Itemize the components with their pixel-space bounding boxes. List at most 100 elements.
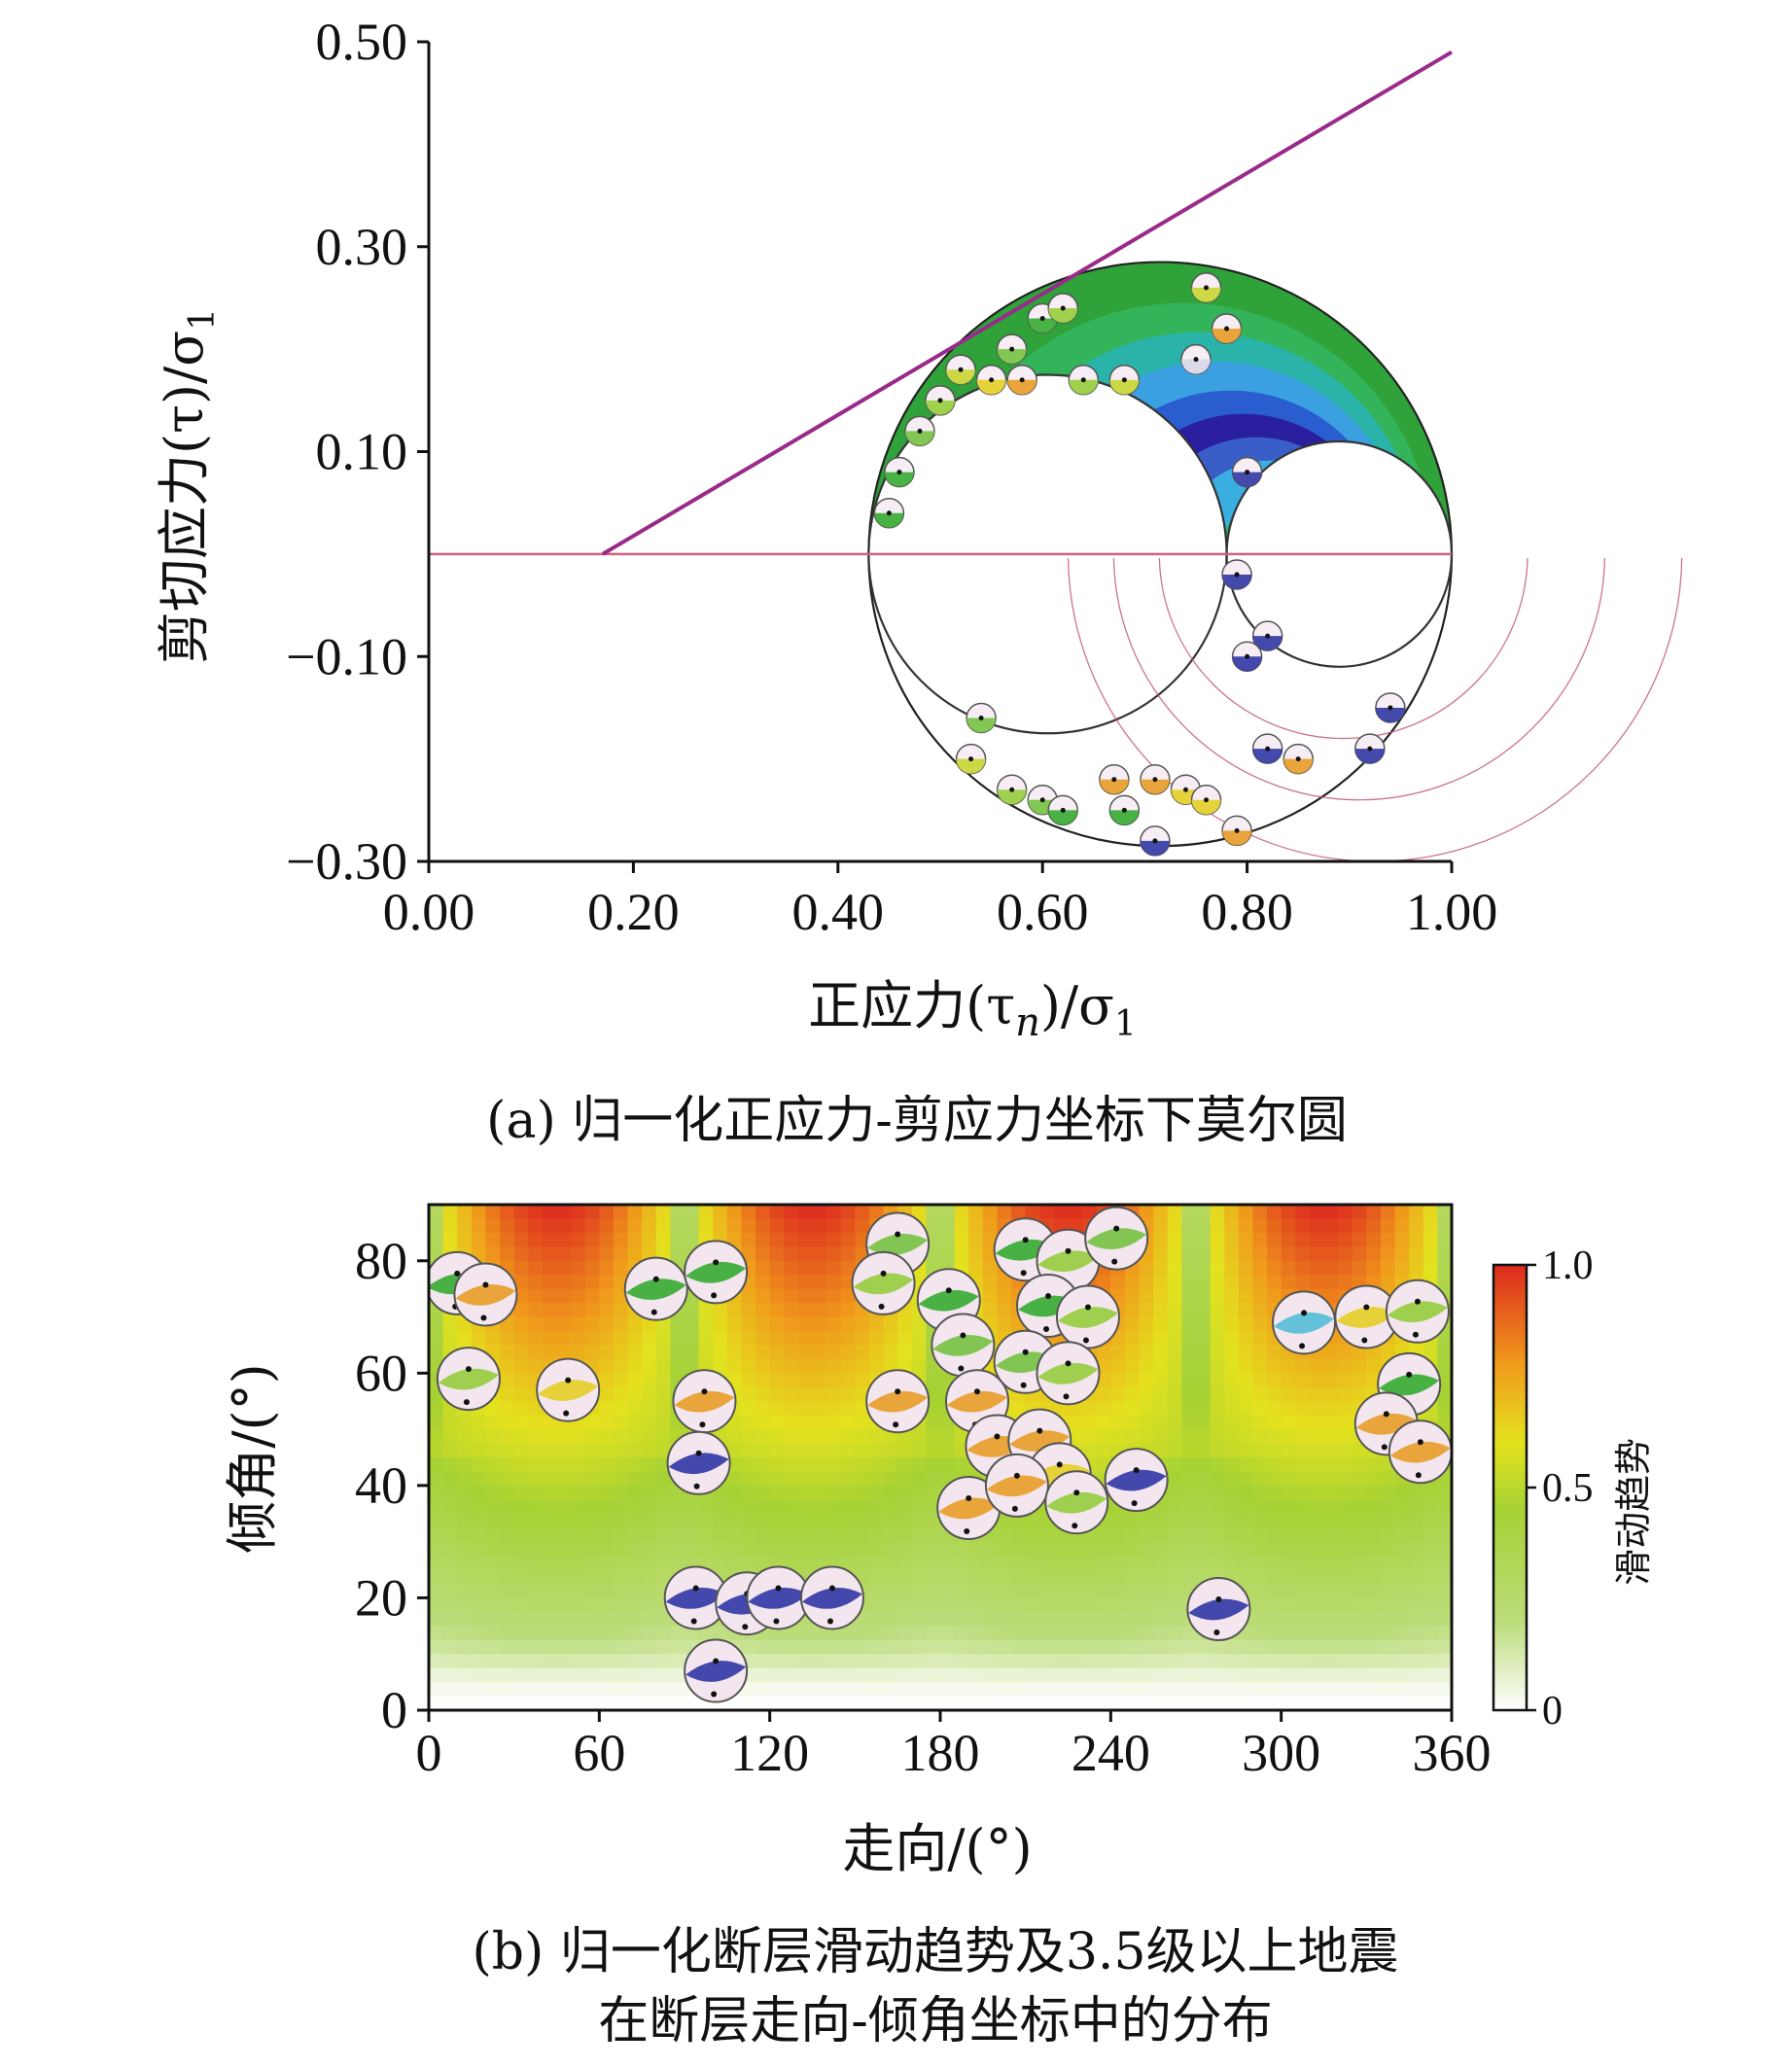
- heatmap-cell: [755, 1331, 771, 1347]
- heatmap-cell: [442, 1597, 458, 1613]
- heatmap-cell: [457, 1569, 473, 1585]
- heatmap-cell: [1096, 1696, 1111, 1710]
- heatmap-cell: [713, 1345, 728, 1360]
- heatmap-cell: [1110, 1556, 1126, 1571]
- heatmap-cell: [1025, 1611, 1040, 1627]
- heatmap-cell: [1309, 1373, 1325, 1388]
- heatmap-cell: [968, 1597, 984, 1613]
- heatmap-cell: [1423, 1232, 1438, 1247]
- heatmap-cell: [1423, 1246, 1438, 1262]
- heatmap-cell: [670, 1556, 685, 1571]
- heatmap-cell: [812, 1485, 827, 1500]
- heatmap-cell: [997, 1527, 1012, 1543]
- heatmap-cell: [1380, 1696, 1396, 1710]
- heatmap-cell: [1323, 1556, 1339, 1571]
- earthquake-beachball: [1272, 1290, 1337, 1355]
- heatmap-cell: [1309, 1654, 1325, 1669]
- heatmap-cell: [1082, 1639, 1098, 1655]
- heatmap-cell: [1238, 1527, 1254, 1543]
- heatmap-cell: [457, 1218, 473, 1234]
- heatmap-cell: [940, 1232, 956, 1247]
- heatmap-cell: [826, 1358, 842, 1374]
- heatmap-cell: [940, 1667, 956, 1683]
- heatmap-cell: [513, 1345, 529, 1360]
- heatmap-cell: [1068, 1415, 1083, 1430]
- heatmap-cell: [1167, 1626, 1182, 1641]
- heatmap-cell: [1139, 1275, 1154, 1290]
- heatmap-cell: [485, 1597, 501, 1613]
- heatmap-cell: [1153, 1527, 1169, 1543]
- heatmap-cell: [542, 1246, 558, 1262]
- heatmap-cell: [1309, 1597, 1325, 1613]
- heatmap-cell: [1053, 1696, 1070, 1710]
- heatmap-cell: [1281, 1682, 1296, 1698]
- heatmap-cell: [1238, 1415, 1254, 1430]
- heatmap-cell: [599, 1401, 615, 1417]
- heatmap-cell: [513, 1696, 529, 1710]
- heatmap-cell: [1053, 1626, 1070, 1641]
- heatmap-cell: [1437, 1331, 1452, 1347]
- heatmap-cell: [1309, 1275, 1325, 1290]
- heatmap-cell: [485, 1569, 501, 1585]
- heatmap-cell: [500, 1654, 515, 1669]
- heatmap-cell: [769, 1386, 785, 1402]
- heatmap-cell: [655, 1696, 671, 1710]
- heatmap-cell: [968, 1556, 984, 1571]
- heatmap-cell: [855, 1667, 870, 1683]
- earthquake-beachball: [623, 1256, 688, 1321]
- heatmap-cell: [528, 1569, 544, 1585]
- heatmap-cell: [627, 1457, 643, 1473]
- heatmap-cell: [784, 1345, 799, 1360]
- heatmap-cell: [1181, 1358, 1197, 1374]
- earthquake-beachball: [1044, 1470, 1109, 1535]
- heatmap-cell: [528, 1218, 544, 1234]
- heatmap-cell: [769, 1232, 785, 1247]
- heatmap-cell: [442, 1654, 458, 1669]
- heatmap-cell: [883, 1345, 898, 1360]
- heatmap-cell: [485, 1205, 501, 1220]
- heatmap-cell: [868, 1429, 885, 1445]
- heatmap-cell: [1267, 1401, 1283, 1417]
- heatmap-cell: [1224, 1485, 1240, 1500]
- heatmap-cell: [1323, 1358, 1339, 1374]
- heatmap-cell: [528, 1429, 544, 1445]
- heatmap-cell: [442, 1316, 458, 1332]
- heatmap-cell: [1124, 1316, 1141, 1332]
- heatmap-cell: [1366, 1584, 1382, 1599]
- heatmap-cell: [556, 1597, 572, 1613]
- heatmap-cell: [1394, 1667, 1410, 1683]
- heatmap-cell: [627, 1541, 643, 1557]
- heatmap-cell: [1124, 1584, 1141, 1599]
- heatmap-cell: [528, 1331, 544, 1347]
- heatmap-cell: [429, 1541, 444, 1557]
- x-tick-label-b: 120: [730, 1724, 809, 1782]
- heatmap-cell: [556, 1205, 572, 1220]
- heatmap-cell: [485, 1654, 501, 1669]
- heatmap-cell: [1352, 1626, 1367, 1641]
- heatmap-cell: [1224, 1499, 1240, 1515]
- heatmap-cell: [571, 1316, 586, 1332]
- heatmap-cell: [1252, 1696, 1268, 1710]
- heatmap-cell: [599, 1316, 615, 1332]
- heatmap-cell: [968, 1232, 984, 1247]
- heatmap-cell: [911, 1443, 927, 1458]
- heatmap-cell: [1352, 1485, 1367, 1500]
- heatmap-cell: [1238, 1218, 1254, 1234]
- heatmap-cell: [1366, 1358, 1382, 1374]
- heatmap-cell: [698, 1303, 714, 1318]
- heatmap-cell: [571, 1205, 586, 1220]
- heatmap-cell: [627, 1386, 643, 1402]
- heatmap-cell: [471, 1527, 487, 1543]
- heatmap-cell: [982, 1541, 999, 1557]
- heatmap-cell: [769, 1667, 785, 1683]
- heatmap-cell: [513, 1260, 529, 1276]
- heatmap-cell: [442, 1232, 458, 1247]
- heatmap-cell: [513, 1331, 529, 1347]
- heatmap-cell: [741, 1485, 756, 1500]
- x-tick-label-a: 0.80: [1201, 883, 1293, 941]
- earthquake-marker: [1108, 794, 1141, 826]
- heatmap-cell: [1380, 1682, 1396, 1698]
- heatmap-cell: [1238, 1541, 1254, 1557]
- x-tick-label-b: 180: [901, 1724, 980, 1782]
- heatmap-cell: [471, 1205, 487, 1220]
